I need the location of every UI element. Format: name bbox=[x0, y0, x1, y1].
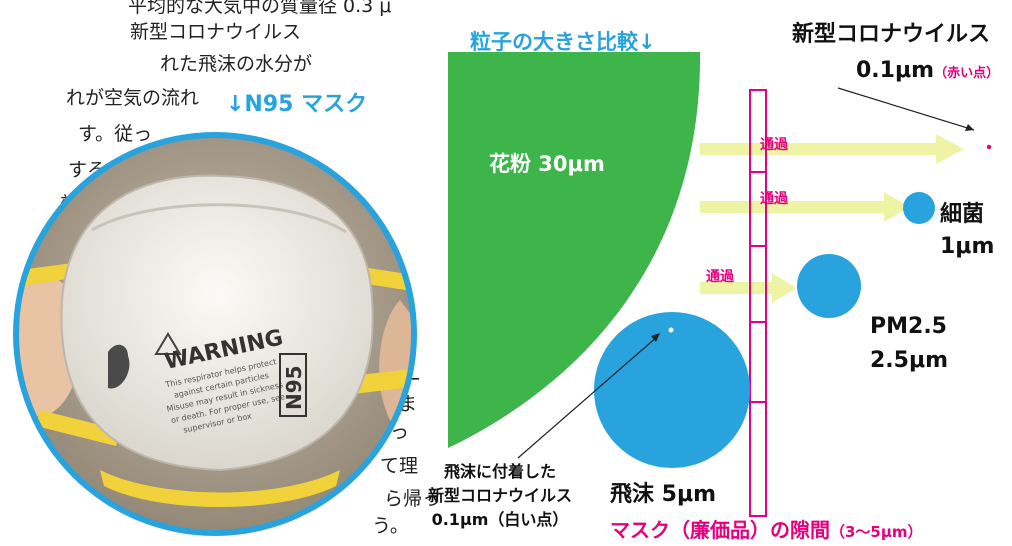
pm25-circle bbox=[797, 254, 861, 318]
diagram-title: 粒子の大きさ比較↓ bbox=[470, 30, 656, 54]
pass-arrow bbox=[700, 134, 964, 164]
bacteria-label: 細菌 bbox=[940, 202, 985, 227]
pass-label: 通過 bbox=[760, 137, 788, 153]
leader-line-virus bbox=[837, 87, 975, 131]
particle-diagram bbox=[448, 52, 992, 517]
virus-size: 0.1μm（赤い点） bbox=[856, 58, 1000, 83]
mask-n95-text: N95 bbox=[282, 365, 306, 410]
intro-line: 平均的な大気中の質量径 0.3 μ bbox=[128, 0, 392, 17]
intro-line: す。従っ bbox=[78, 123, 153, 145]
pollen-label: 花粉 30μm bbox=[489, 152, 605, 176]
leader-line-droplet-virus bbox=[517, 333, 660, 459]
mask-gap-ladder bbox=[749, 89, 767, 517]
pass-arrow bbox=[700, 273, 796, 303]
pass-label: 通過 bbox=[706, 269, 734, 285]
pass-arrow bbox=[700, 192, 910, 222]
pass-label: 通過 bbox=[760, 191, 788, 207]
mask-logo-icon bbox=[108, 344, 130, 389]
droplet-circle bbox=[594, 312, 750, 468]
droplet-label: 飛沫 5μm bbox=[610, 482, 717, 507]
intro-line: 新型コロナウイルス bbox=[130, 21, 302, 43]
mask-cup bbox=[60, 174, 374, 472]
pm25-size: 2.5μm bbox=[870, 348, 949, 373]
hand-right bbox=[379, 300, 411, 426]
bacteria-size: 1μm bbox=[940, 234, 995, 259]
intro-line: ら帰っ bbox=[384, 488, 442, 510]
pm25-label: PM2.5 bbox=[870, 314, 947, 339]
strap bbox=[100, 470, 340, 507]
mask-seam bbox=[91, 203, 347, 234]
droplet-virus-label: 飛沫に付着した 新型コロナウイルス 0.1μm（白い点） bbox=[427, 462, 572, 529]
mask-gap-label: マスク（廉価品）の隙間（3～5μm） bbox=[610, 518, 923, 542]
pollen-shape bbox=[448, 52, 701, 448]
warning-triangle-icon bbox=[154, 332, 182, 355]
intro-line: て理 bbox=[380, 455, 419, 477]
intro-line: れが空気の流れ bbox=[66, 87, 200, 109]
bacteria-circle bbox=[903, 192, 935, 224]
intro-line: う。 bbox=[372, 515, 409, 537]
virus-label: 新型コロナウイルス bbox=[792, 22, 991, 47]
strap bbox=[36, 410, 120, 446]
intro-line: れた飛沫の水分が bbox=[160, 53, 313, 75]
mask-photo: WARNING This respirator helps protect ag… bbox=[13, 132, 417, 536]
virus-note: （赤い点） bbox=[934, 66, 1000, 81]
virus-dot bbox=[986, 144, 992, 150]
droplet-virus-dot bbox=[668, 327, 674, 333]
mask-photo-title: ↓N95 マスク bbox=[226, 92, 368, 117]
intro-line: っ bbox=[390, 421, 410, 443]
